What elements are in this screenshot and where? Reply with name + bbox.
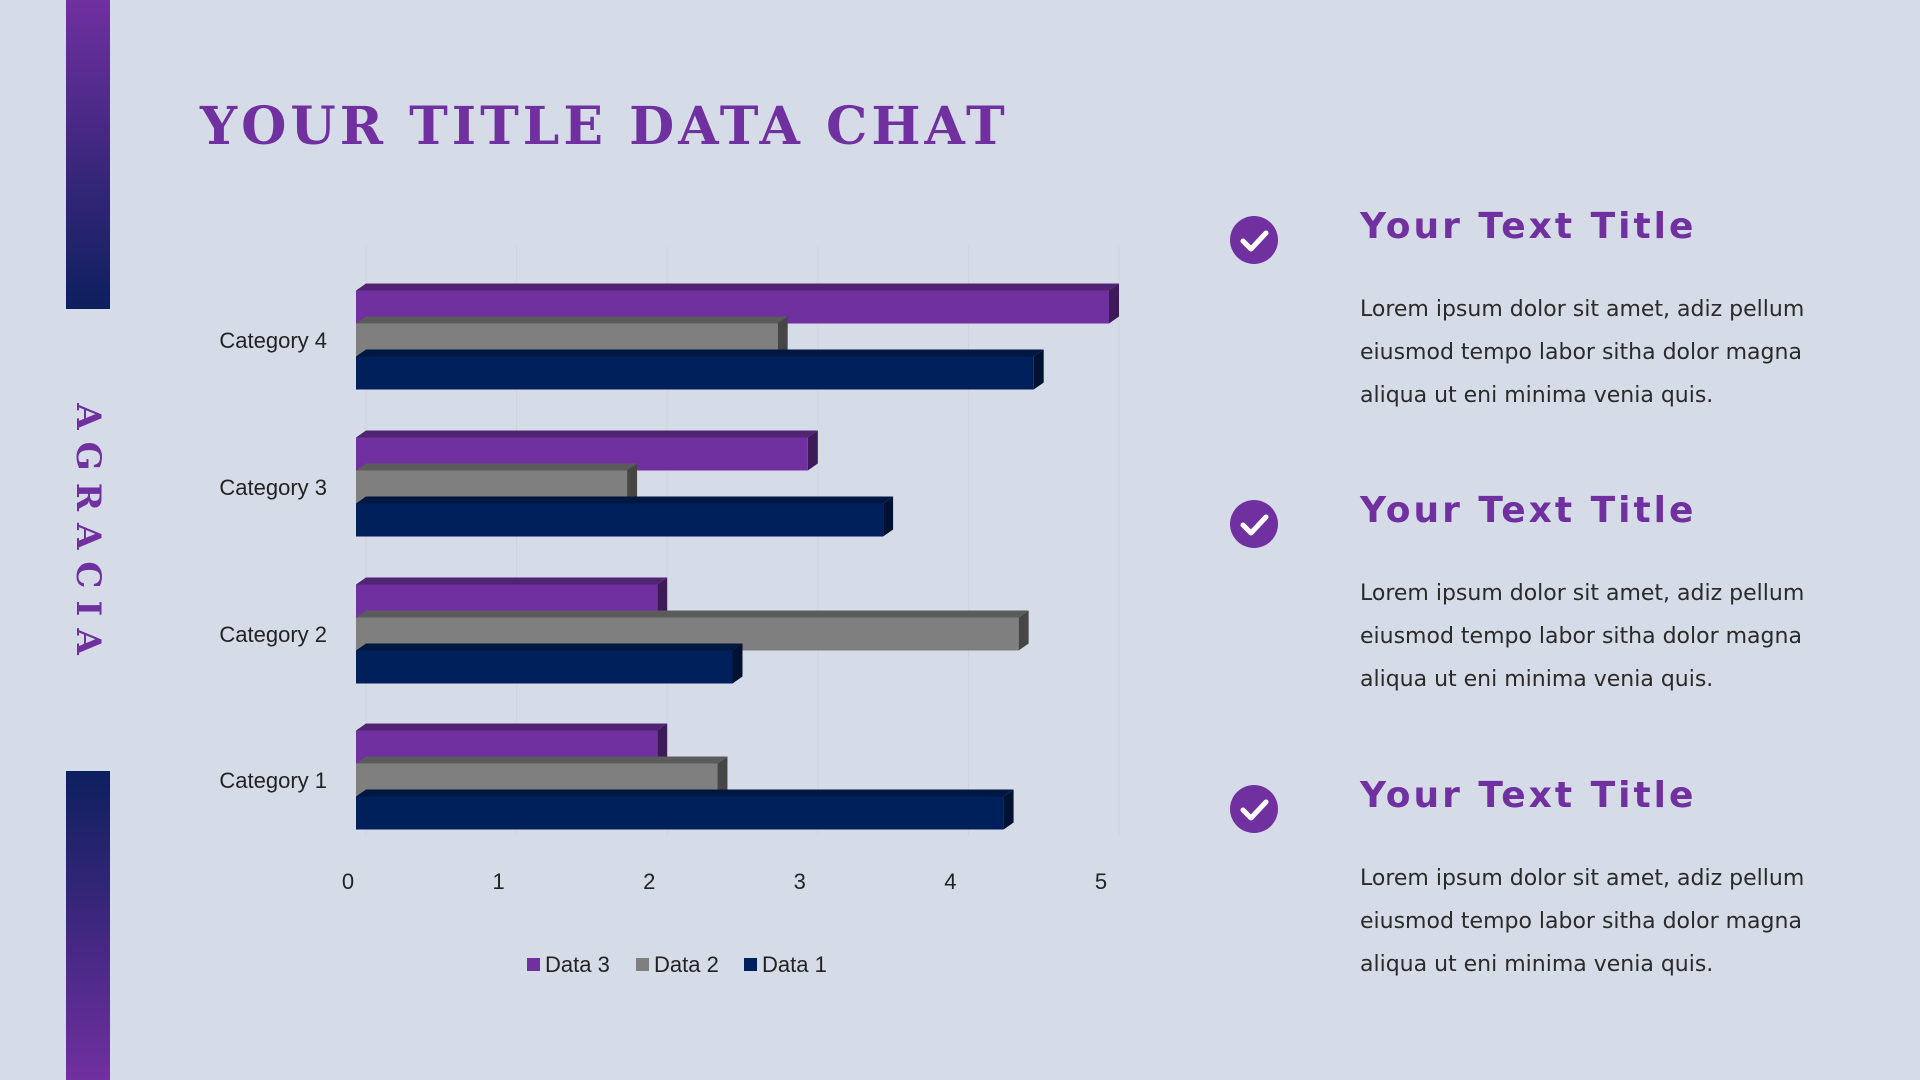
item-title: Your Text Title: [1360, 490, 1697, 531]
category-label: Category 3: [219, 475, 327, 500]
bar-top-face: [356, 577, 668, 585]
check-circle-icon: [1230, 216, 1278, 264]
bar-side-face: [1109, 283, 1119, 324]
bar-data-1: [356, 650, 733, 684]
bar-side-face: [1018, 610, 1029, 651]
item-body: Lorem ipsum dolor sit amet, adiz pellum …: [1360, 581, 1805, 692]
bar-side-face: [883, 496, 894, 537]
bar-side-face: [1033, 349, 1044, 390]
legend-swatch: [744, 958, 757, 971]
x-tick-label: 0: [342, 869, 354, 894]
check-circle-icon: [1230, 500, 1278, 548]
bar-data-1: [356, 356, 1034, 390]
bar-top-face: [356, 463, 638, 471]
bar-side-face: [807, 430, 818, 471]
category-label: Category 2: [219, 622, 327, 647]
category-label: Category 1: [219, 768, 327, 793]
legend-label: Data 2: [654, 952, 719, 977]
bar-top-face: [356, 643, 743, 651]
bar-top-face: [356, 610, 1029, 618]
bar-side-face: [657, 577, 668, 618]
bar-top-face: [356, 349, 1044, 357]
bar-side-face: [657, 723, 668, 764]
x-tick-label: 2: [643, 869, 655, 894]
accent-bar-top: [66, 0, 110, 309]
bar-top-face: [356, 496, 894, 504]
bar-data-1: [356, 503, 884, 537]
item-body: Lorem ipsum dolor sit amet, adiz pellum …: [1360, 297, 1805, 408]
bar-top-face: [356, 316, 788, 324]
check-circle-icon: [1230, 785, 1278, 833]
x-tick-label: 5: [1095, 869, 1107, 894]
bar-top-face: [356, 789, 1014, 797]
legend-label: Data 3: [545, 952, 610, 977]
x-tick-label: 4: [944, 869, 956, 894]
bar-data-1: [356, 796, 1004, 830]
category-label: Category 4: [219, 328, 327, 353]
slide-title: YOUR TITLE DATA CHAT: [200, 96, 1009, 157]
x-tick-label: 1: [492, 869, 504, 894]
legend-swatch: [527, 958, 540, 971]
bar-top-face: [356, 723, 668, 731]
item-title: Your Text Title: [1360, 206, 1697, 247]
bar-top-face: [356, 430, 818, 438]
bar-side-face: [732, 643, 743, 684]
bar-top-face: [356, 283, 1119, 291]
legend-swatch: [636, 958, 649, 971]
bar-side-face: [777, 316, 788, 357]
bar-side-face: [627, 463, 638, 504]
x-tick-label: 3: [794, 869, 806, 894]
accent-bar-bottom: [66, 771, 110, 1080]
bar-top-face: [356, 756, 728, 764]
bar-side-face: [717, 756, 728, 797]
bar-side-face: [1003, 789, 1014, 830]
item-body: Lorem ipsum dolor sit amet, adiz pellum …: [1360, 866, 1805, 977]
legend-label: Data 1: [762, 952, 827, 977]
item-title: Your Text Title: [1360, 775, 1697, 816]
